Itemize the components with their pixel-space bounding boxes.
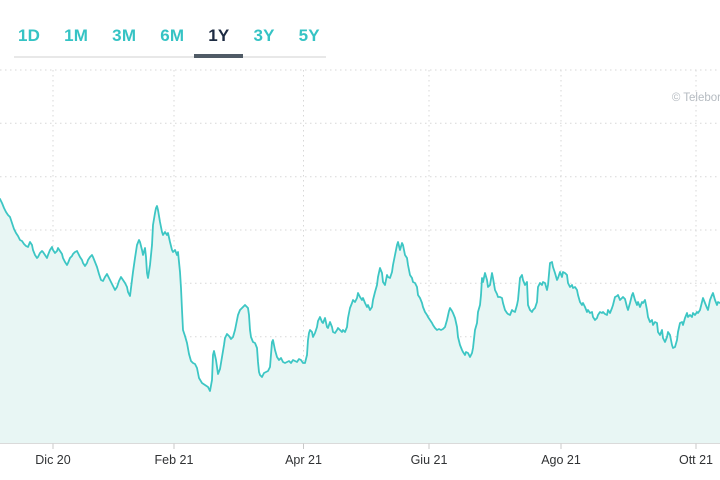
x-axis-label: Feb 21 [155,453,194,467]
range-tab-1d[interactable]: 1D [18,26,41,45]
range-tabs: 1D 1M 3M 6M 1Y 3Y 5Y [14,0,326,58]
range-tab-3y[interactable]: 3Y [253,26,275,45]
price-line-series [0,198,720,392]
x-axis-label: Ott 21 [679,453,713,467]
range-tab-3m[interactable]: 3M [112,26,137,45]
price-area-fill [0,199,720,444]
x-axis-label: Apr 21 [285,453,322,467]
watermark: © Telebor [672,92,720,104]
range-tab-6m[interactable]: 6M [160,26,185,45]
range-tab-5y[interactable]: 5Y [298,26,320,45]
range-tab-1m[interactable]: 1M [64,26,89,45]
x-axis-label: Dic 20 [35,453,70,467]
range-tabs-strip: 1D 1M 3M 6M 1Y 3Y 5Y [14,0,326,58]
x-axis-label: Ago 21 [541,453,581,467]
x-axis-label: Giu 21 [411,453,448,467]
range-tab-1y[interactable]: 1Y [194,26,244,58]
